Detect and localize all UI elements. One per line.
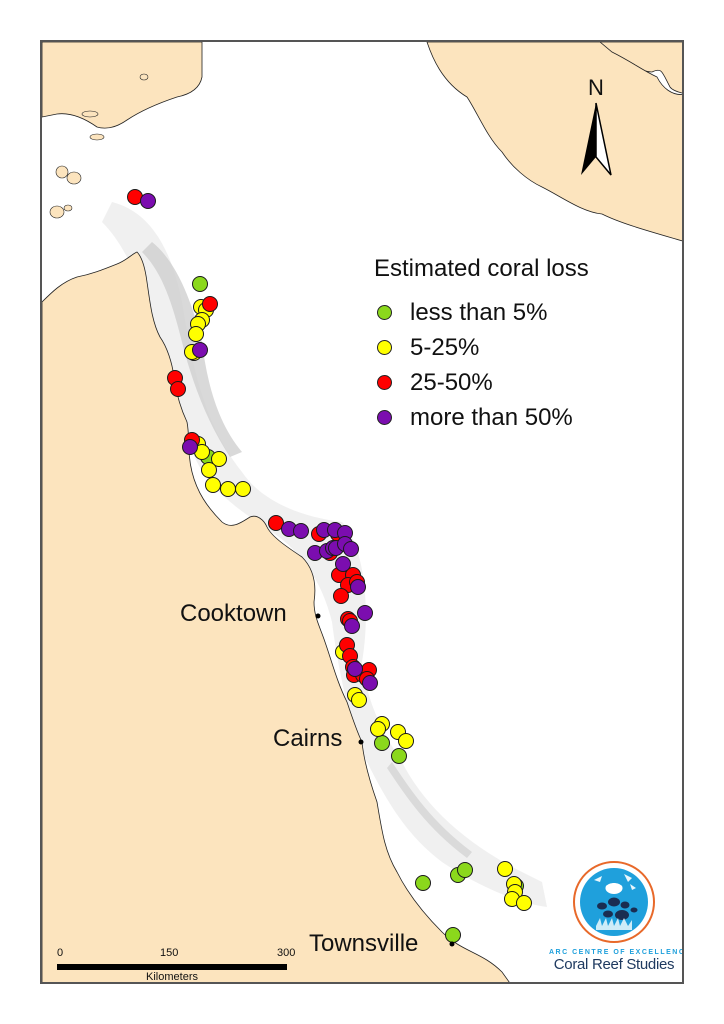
survey-point	[343, 541, 359, 557]
survey-point	[188, 326, 204, 342]
survey-point	[333, 588, 349, 604]
city-dot	[358, 739, 364, 745]
coral-reef-studies-logo: ARC CENTRE OF EXCELLENCE Coral Reef Stud…	[549, 860, 684, 973]
survey-point	[516, 895, 532, 911]
map-frame: N Estimated coral loss less than 5% 5-25…	[40, 40, 684, 984]
survey-point	[293, 523, 309, 539]
survey-point	[192, 342, 208, 358]
survey-point	[445, 927, 461, 943]
survey-point	[497, 861, 513, 877]
logo-line2: Coral Reef Studies	[553, 956, 675, 973]
survey-point	[457, 862, 473, 878]
scale-tick-150: 150	[160, 947, 179, 959]
legend-item-5-25: 5-25%	[374, 330, 589, 365]
scale-tick-300: 300	[277, 947, 296, 959]
survey-point	[351, 692, 367, 708]
survey-point	[192, 276, 208, 292]
legend-swatch-red	[377, 375, 392, 390]
survey-point	[415, 875, 431, 891]
survey-point	[370, 721, 386, 737]
survey-point	[182, 439, 198, 455]
legend-title: Estimated coral loss	[374, 255, 589, 282]
survey-point	[202, 296, 218, 312]
city-label-cooktown: Cooktown	[180, 600, 287, 627]
city-label-cairns: Cairns	[273, 725, 343, 752]
legend-label: 5-25%	[410, 333, 480, 361]
legend-swatch-green	[377, 305, 392, 320]
legend-swatch-yellow	[377, 340, 392, 355]
survey-point	[398, 733, 414, 749]
legend-item-25-50: 25-50%	[374, 365, 589, 400]
survey-point	[362, 675, 378, 691]
survey-point	[391, 748, 407, 764]
logo-line1: ARC CENTRE OF EXCELLENCE	[549, 949, 684, 956]
legend-label: 25-50%	[410, 368, 493, 396]
city-dot	[449, 941, 455, 947]
survey-point	[235, 481, 251, 497]
survey-point	[211, 451, 227, 467]
legend-label: more than 50%	[410, 403, 573, 431]
survey-point	[344, 618, 360, 634]
scale-bar: 0 150 300 Kilometers	[57, 947, 317, 983]
city-dot	[315, 613, 321, 619]
city-markers	[315, 613, 455, 947]
scale-unit: Kilometers	[146, 971, 198, 983]
legend: Estimated coral loss less than 5% 5-25% …	[374, 255, 589, 435]
city-label-townsville: Townsville	[309, 930, 419, 957]
survey-point	[350, 579, 366, 595]
survey-point	[357, 605, 373, 621]
logo-globe-icon	[573, 861, 655, 943]
survey-point	[140, 193, 156, 209]
survey-point	[335, 556, 351, 572]
scale-tick-0: 0	[57, 947, 64, 959]
north-arrow-icon	[581, 102, 612, 176]
legend-label: less than 5%	[410, 298, 548, 326]
landmass-new-guinea	[42, 42, 682, 242]
survey-point	[201, 462, 217, 478]
scale-bar-line	[57, 964, 287, 970]
landmass-australia	[42, 251, 510, 982]
legend-item-less-than-5: less than 5%	[374, 295, 589, 330]
legend-swatch-purple	[377, 410, 392, 425]
survey-point	[268, 515, 284, 531]
survey-point	[220, 481, 236, 497]
survey-point	[374, 735, 390, 751]
survey-points	[127, 189, 532, 943]
map-canvas	[42, 42, 682, 982]
survey-point	[205, 477, 221, 493]
legend-item-more-than-50: more than 50%	[374, 400, 589, 435]
north-label: N	[588, 75, 604, 100]
islands	[49, 73, 149, 219]
north-arrow: N	[578, 77, 614, 184]
scale-ticks: 0 150 300	[57, 947, 317, 961]
survey-point	[347, 661, 363, 677]
survey-point	[170, 381, 186, 397]
